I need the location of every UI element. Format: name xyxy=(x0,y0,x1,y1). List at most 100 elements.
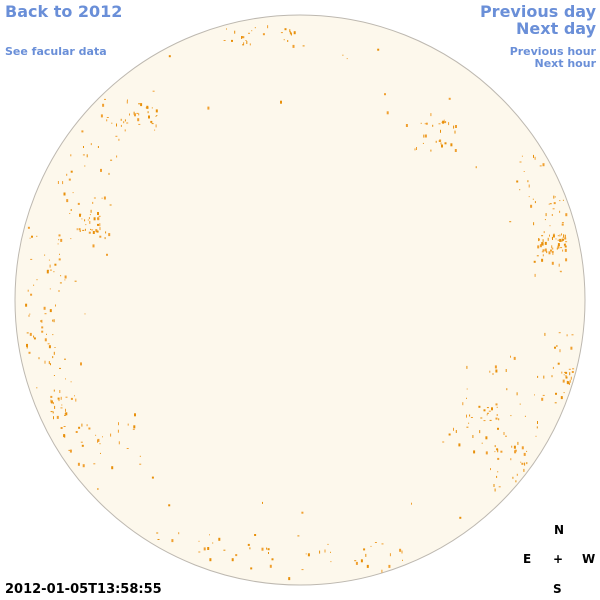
facula xyxy=(40,320,42,323)
facula xyxy=(151,123,154,125)
facula xyxy=(555,238,557,240)
facula xyxy=(534,394,535,396)
facula xyxy=(363,548,366,551)
facula xyxy=(483,409,486,412)
facula xyxy=(100,452,101,454)
facula xyxy=(251,30,253,32)
facula xyxy=(134,413,136,417)
facula xyxy=(537,245,540,249)
facula xyxy=(557,243,560,247)
facula xyxy=(111,466,114,470)
facula xyxy=(57,181,59,184)
facula xyxy=(494,445,496,448)
facula xyxy=(566,334,568,337)
facula xyxy=(570,376,572,380)
facula xyxy=(505,435,507,437)
facula xyxy=(563,374,565,376)
facula xyxy=(268,552,269,554)
facula xyxy=(92,244,95,248)
facula xyxy=(444,142,447,145)
facula xyxy=(155,124,157,128)
facula xyxy=(53,375,55,376)
facula xyxy=(454,149,457,152)
facula xyxy=(455,125,457,128)
facula xyxy=(168,55,171,58)
facula xyxy=(506,388,508,391)
facula xyxy=(552,247,554,250)
facula xyxy=(478,405,481,408)
facula xyxy=(552,237,553,240)
facula xyxy=(544,241,547,245)
facula xyxy=(365,553,367,557)
facula xyxy=(402,559,403,561)
facula xyxy=(453,427,454,431)
facula xyxy=(439,139,442,142)
facula xyxy=(50,399,52,403)
facula xyxy=(516,473,518,476)
facula xyxy=(100,114,103,118)
facula xyxy=(557,245,560,249)
facula xyxy=(66,199,69,203)
facula xyxy=(77,462,80,466)
facula xyxy=(52,402,54,405)
facula xyxy=(27,226,30,229)
facula xyxy=(108,233,111,237)
facula xyxy=(30,258,33,260)
facula xyxy=(293,31,296,35)
facula xyxy=(562,199,564,201)
facula xyxy=(563,392,565,394)
facula xyxy=(551,214,553,216)
facula xyxy=(301,569,304,571)
facula xyxy=(49,264,51,268)
facula xyxy=(534,273,536,277)
previous-day-link[interactable]: Previous day xyxy=(479,2,596,21)
facula xyxy=(542,394,545,396)
facula xyxy=(126,448,129,449)
facula xyxy=(423,134,425,138)
facula xyxy=(28,351,31,354)
facula xyxy=(36,279,38,281)
facula xyxy=(65,396,68,398)
facula xyxy=(287,40,289,42)
facula xyxy=(377,48,380,51)
facula xyxy=(81,423,83,427)
facula xyxy=(50,411,53,413)
facula xyxy=(330,561,332,563)
facula xyxy=(480,417,483,419)
facula xyxy=(486,407,489,409)
previous-hour-link[interactable]: Previous hour xyxy=(509,45,596,58)
facula xyxy=(424,123,426,125)
compass-south: S xyxy=(553,582,562,596)
facula xyxy=(50,363,51,366)
facula xyxy=(571,334,574,336)
facula xyxy=(72,192,74,194)
facula xyxy=(530,204,533,208)
facula xyxy=(203,547,206,551)
next-hour-link[interactable]: Next hour xyxy=(534,57,597,70)
facula xyxy=(133,425,136,429)
next-day-link[interactable]: Next day xyxy=(516,19,596,38)
facula xyxy=(76,228,78,231)
facula xyxy=(139,463,142,465)
facula xyxy=(468,422,470,424)
facula xyxy=(497,471,499,473)
facula xyxy=(544,332,546,336)
facula xyxy=(513,445,516,449)
facula xyxy=(560,247,563,249)
facula xyxy=(137,118,140,122)
facula xyxy=(561,223,564,226)
facula xyxy=(209,534,210,536)
facula xyxy=(98,215,101,217)
back-link[interactable]: Back to 2012 xyxy=(5,2,123,21)
facula xyxy=(469,414,471,417)
facula xyxy=(52,356,54,359)
facula xyxy=(526,450,528,452)
facula xyxy=(99,227,101,231)
facula xyxy=(53,416,54,420)
facula xyxy=(284,28,287,31)
facula xyxy=(44,360,46,364)
facula xyxy=(58,234,61,237)
facula xyxy=(41,319,43,323)
facula xyxy=(544,219,546,221)
facular-link[interactable]: See facular data xyxy=(5,45,107,58)
